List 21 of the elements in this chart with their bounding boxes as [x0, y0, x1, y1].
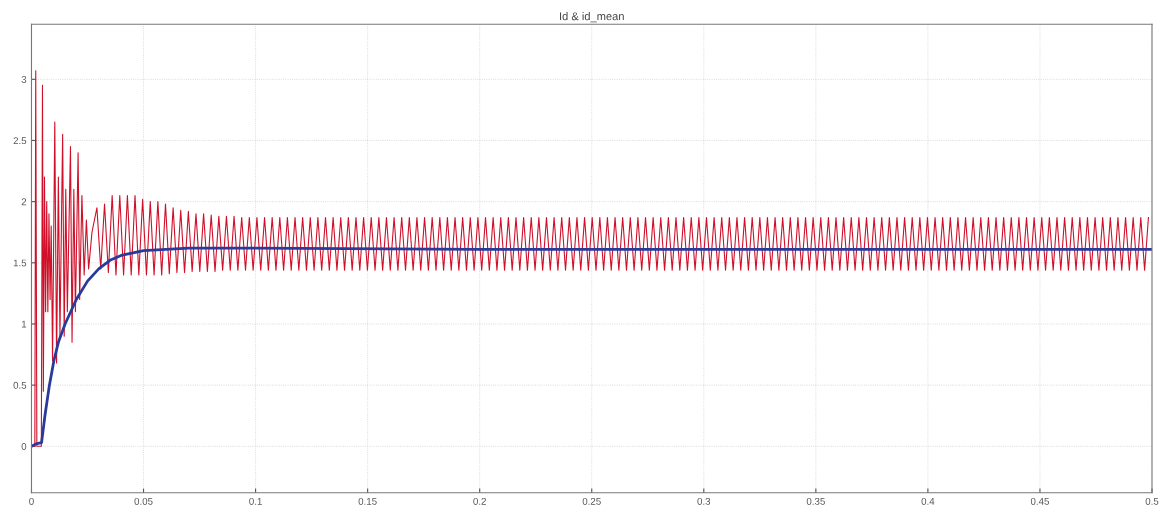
line-series [31, 246, 1153, 448]
x-tick-label: 0.35 [806, 497, 825, 505]
y-tick-label: 1 [21, 320, 27, 328]
y-tick-label: 0 [21, 443, 27, 450]
y-tick-label: 1.5 [13, 259, 27, 267]
y-tick-label: 3 [21, 76, 27, 83]
x-tick-label: 0.4 [921, 497, 935, 505]
y-tick-label: 2 [21, 198, 27, 206]
x-tick-label: 0.05 [134, 497, 153, 505]
line-series [31, 70, 1149, 447]
y-tick-label: 0.5 [13, 381, 27, 389]
x-tick-label: 0.15 [358, 497, 377, 505]
x-tick-label: 0.25 [582, 497, 601, 505]
x-tick-label: 0.3 [697, 497, 711, 505]
y-tick-label: 2.5 [13, 137, 27, 145]
x-tick-label: 0.5 [1145, 497, 1159, 505]
x-tick-label: 0.1 [249, 497, 262, 505]
chart-title: Id & id_mean [560, 12, 624, 23]
x-tick-label: 0.45 [1030, 497, 1050, 505]
x-tick-label: 0.2 [473, 497, 486, 505]
x-tick-label: 0 [29, 497, 34, 505]
